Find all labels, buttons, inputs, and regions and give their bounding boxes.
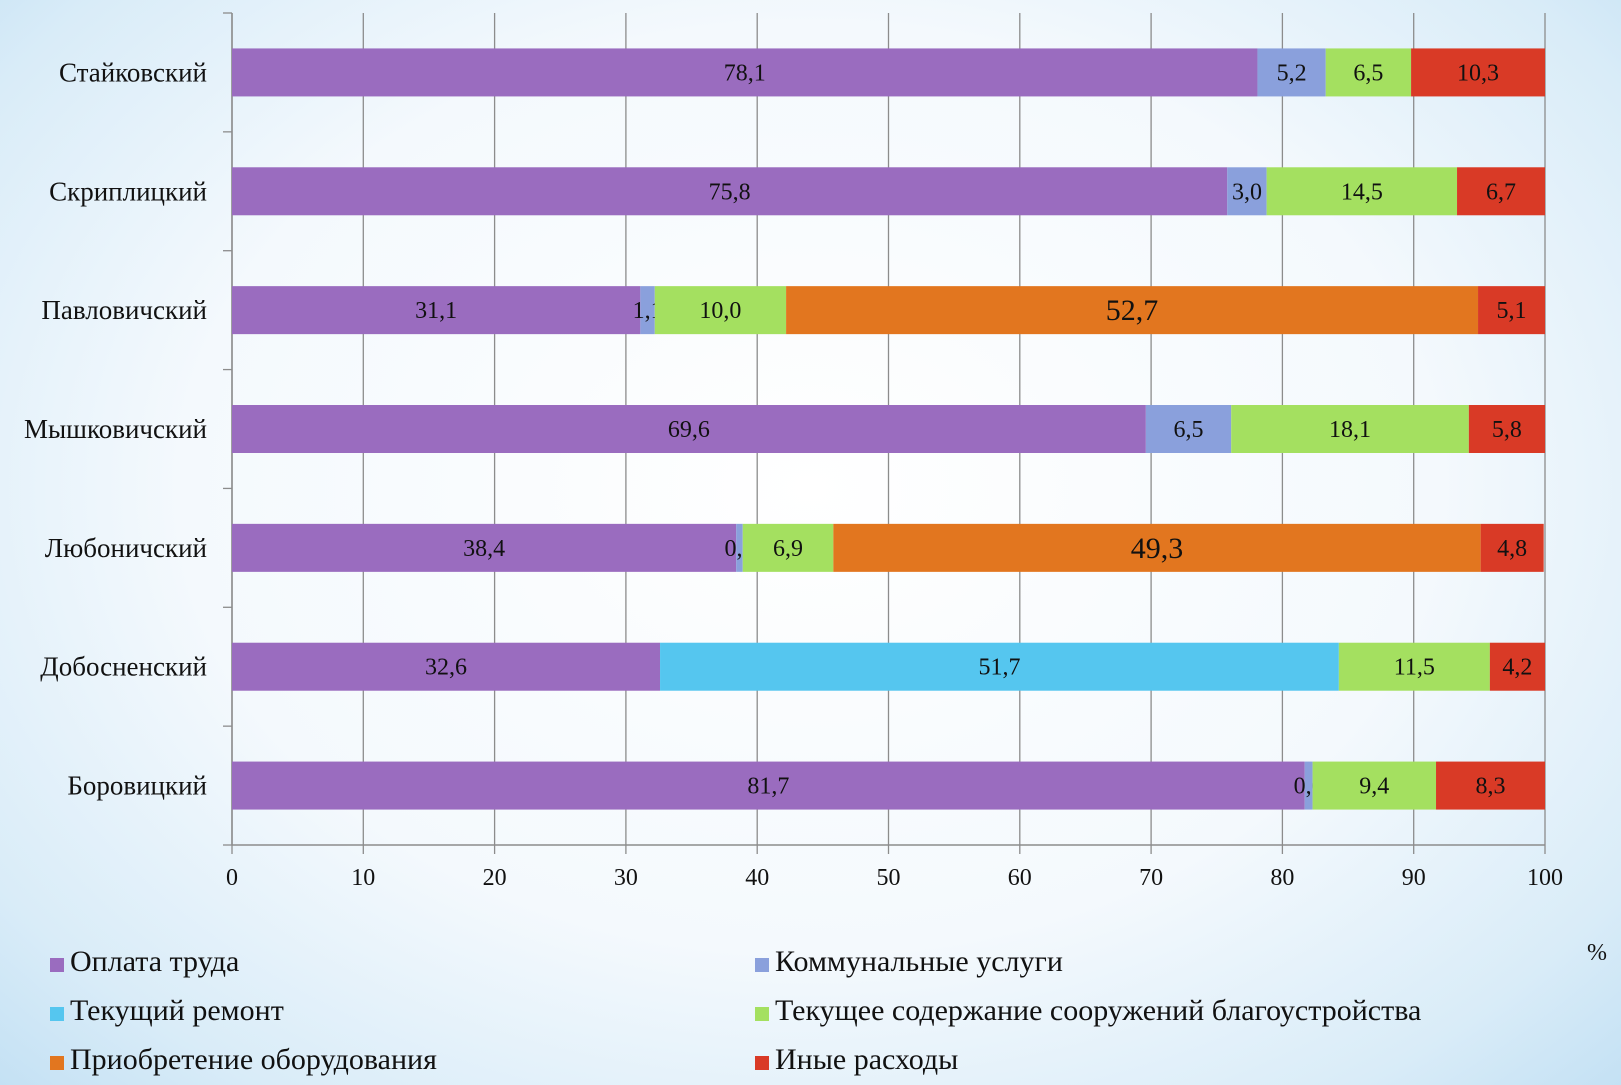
bar-segment (232, 642, 661, 691)
data-label: 6,7 (1486, 179, 1516, 205)
data-label: 10,3 (1457, 60, 1499, 86)
x-tick-label: 100 (1527, 865, 1563, 891)
bar-segment (232, 48, 1258, 97)
bar-segment (1312, 761, 1437, 810)
bar-segment (1338, 642, 1490, 691)
data-label: 18,1 (1329, 417, 1371, 443)
bar-segment (232, 405, 1146, 453)
data-label: 5,2 (1277, 60, 1307, 86)
bar-segment (1478, 286, 1545, 335)
bar-segment (1436, 761, 1545, 810)
category-label: Стайковский (59, 57, 207, 87)
bar-segment (1325, 48, 1412, 97)
data-label: 38,4 (463, 536, 505, 562)
x-tick-label: 60 (1008, 865, 1032, 891)
bar-segment (232, 523, 737, 572)
legend-swatch (755, 1007, 769, 1021)
data-label: 52,7 (1106, 294, 1159, 327)
legend-label: Оплата труда (70, 945, 240, 978)
bar-segment (1227, 167, 1267, 216)
data-label: 81,7 (747, 774, 789, 800)
x-tick-label: 50 (877, 865, 901, 891)
bar-segment (1145, 405, 1232, 453)
data-label: 9,4 (1359, 774, 1389, 800)
data-label: 4,8 (1497, 536, 1527, 562)
legend-label: Коммунальные услуги (775, 945, 1063, 978)
legend-swatch (50, 958, 64, 972)
data-label: 75,8 (709, 179, 751, 205)
data-label: 6,5 (1174, 417, 1204, 443)
bar-segment (1304, 761, 1313, 810)
legend-item-current-repair: Текущий ремонт (50, 994, 284, 1028)
data-label: 51,7 (978, 655, 1020, 681)
x-tick-label: 10 (351, 865, 375, 891)
data-label: 32,6 (425, 655, 467, 681)
stacked-bar-chart: 0 10 20 30 40 50 60 70 80 90 100 Стайковский 78,1 5,2… (24, 12, 1563, 891)
bar-segment (786, 286, 1479, 335)
category-label: Скриплицкий (49, 176, 207, 206)
bar-segment (1480, 523, 1544, 572)
legend-item-utilities: Коммунальные услуги (755, 945, 1063, 979)
legend-item-landscaping-maintenance: Текущее содержание сооружений благоустро… (755, 994, 1421, 1028)
x-tick-label: 40 (745, 865, 769, 891)
bar-segment (1468, 405, 1545, 453)
data-label: 4,2 (1502, 655, 1532, 681)
legend-item-wages: Оплата труда (50, 945, 239, 979)
category-label: Боровицкий (67, 771, 207, 801)
x-tick-label: 90 (1402, 865, 1426, 891)
legend-swatch (50, 1056, 64, 1070)
data-label: 14,5 (1341, 179, 1383, 205)
legend-swatch (755, 1056, 769, 1070)
data-label: 5,8 (1492, 417, 1522, 443)
legend-label: Иные расходы (775, 1043, 959, 1076)
data-label: 78,1 (724, 60, 766, 86)
bar-segment (1457, 167, 1545, 216)
x-tick-label: 30 (614, 865, 638, 891)
bar-segment (232, 761, 1305, 810)
bar-segment (1411, 48, 1545, 97)
category-label: Павловичский (41, 295, 207, 325)
x-tick-label: 80 (1270, 865, 1294, 891)
data-label: 3,0 (1232, 179, 1262, 205)
bar-segment (654, 286, 787, 335)
legend-label: Приобретение оборудования (70, 1043, 437, 1076)
data-label: 69,6 (668, 417, 710, 443)
data-label: 11,5 (1394, 655, 1435, 681)
data-label: 49,3 (1131, 532, 1184, 565)
bar-segment (1489, 642, 1545, 691)
legend-swatch (50, 1007, 64, 1021)
bar-segment (232, 167, 1228, 216)
category-label: Мышковичский (24, 414, 207, 444)
x-tick-label: 70 (1139, 865, 1163, 891)
x-tick-label: 0 (226, 865, 238, 891)
x-tick-label: 20 (483, 865, 507, 891)
category-label: Любоничский (45, 533, 207, 563)
legend-item-equipment-purchase: Приобретение оборудования (50, 1043, 437, 1077)
data-label: 5,1 (1497, 298, 1527, 324)
bar-segment (232, 286, 641, 335)
bar-segment (1266, 167, 1458, 216)
bar-segment (833, 523, 1481, 572)
data-label: 6,9 (773, 536, 803, 562)
bar-segment (1231, 405, 1469, 453)
category-label: Добосненский (40, 652, 207, 682)
legend-swatch (755, 958, 769, 972)
bar-segment (640, 286, 655, 335)
data-label: 10,0 (699, 298, 741, 324)
bar-segment (660, 642, 1339, 691)
data-label: 8,3 (1476, 774, 1506, 800)
bar-segment (736, 523, 743, 572)
x-axis-unit-label: % (1587, 940, 1607, 966)
data-label: 31,1 (415, 298, 457, 324)
legend-label: Текущее содержание сооружений благоустро… (775, 994, 1422, 1027)
bar-segment (1257, 48, 1326, 97)
bar-segment (742, 523, 834, 572)
data-label: 6,5 (1353, 60, 1383, 86)
legend-label: Текущий ремонт (70, 994, 284, 1027)
legend-item-other-expenses: Иные расходы (755, 1043, 958, 1077)
legend: Оплата труда Коммунальные услуги Текущий… (50, 945, 1590, 1085)
